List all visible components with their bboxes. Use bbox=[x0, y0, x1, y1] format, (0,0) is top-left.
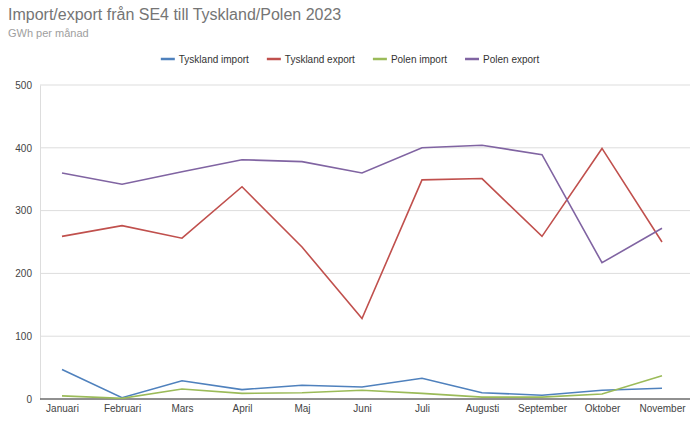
grid-line bbox=[40, 210, 690, 211]
grid-line bbox=[40, 85, 690, 86]
legend-swatch bbox=[267, 58, 281, 61]
x-tick: Juli bbox=[415, 399, 430, 414]
legend-item: Tyskland import bbox=[161, 54, 249, 65]
grid-line bbox=[40, 147, 690, 148]
legend-label: Tyskland export bbox=[285, 54, 355, 65]
subtitle: GWh per månad bbox=[8, 27, 89, 39]
x-tick-label: Februari bbox=[104, 403, 141, 414]
x-tick-label: November bbox=[639, 403, 686, 414]
y-tick-label: 0 bbox=[26, 394, 32, 405]
x-tick: Maj bbox=[294, 399, 310, 414]
legend-item: Polen import bbox=[373, 54, 447, 65]
grid bbox=[40, 85, 690, 399]
x-tick-label: Januari bbox=[46, 403, 79, 414]
y-axis-line bbox=[40, 86, 41, 400]
y-tick-label: 100 bbox=[15, 331, 32, 342]
x-tick-label: Juni bbox=[353, 403, 371, 414]
x-tick-label: April bbox=[232, 403, 252, 414]
legend-swatch bbox=[465, 58, 479, 61]
series-line bbox=[62, 369, 662, 397]
legend-item: Tyskland export bbox=[267, 54, 355, 65]
legend-swatch bbox=[161, 58, 175, 61]
series-line bbox=[62, 145, 662, 262]
x-tick: November bbox=[639, 399, 686, 414]
legend-item: Polen export bbox=[465, 54, 539, 65]
y-tick-label: 200 bbox=[15, 268, 32, 279]
x-tick-label: Juli bbox=[415, 403, 430, 414]
x-tick: Augusti bbox=[466, 399, 499, 414]
series-line bbox=[62, 148, 662, 318]
x-axis-line bbox=[40, 398, 690, 399]
chart: Import/export från SE4 till Tyskland/Pol… bbox=[0, 0, 700, 424]
x-tick-label: Oktober bbox=[585, 403, 621, 414]
y-tick: 200 bbox=[15, 268, 40, 279]
x-axis: Januari Februari Mars April Maj Juni Juli Augus… bbox=[40, 399, 690, 414]
y-axis: 0 100 200 300 400 500 bbox=[15, 80, 40, 405]
legend-label: Polen import bbox=[391, 54, 447, 65]
x-tick-label: Mars bbox=[171, 403, 193, 414]
legend-label: Polen export bbox=[483, 54, 539, 65]
y-tick: 300 bbox=[15, 205, 40, 216]
y-tick-label: 400 bbox=[15, 143, 32, 154]
x-tick: Februari bbox=[104, 399, 141, 414]
grid-line bbox=[40, 399, 690, 400]
y-tick-label: 500 bbox=[15, 80, 32, 91]
x-tick-label: Augusti bbox=[466, 403, 499, 414]
y-tick: 0 bbox=[26, 394, 40, 405]
lines bbox=[62, 145, 662, 398]
legend-label: Tyskland import bbox=[179, 54, 249, 65]
title: Import/export från SE4 till Tyskland/Pol… bbox=[8, 6, 341, 23]
x-tick-label: Maj bbox=[294, 403, 310, 414]
grid-line bbox=[40, 336, 690, 337]
grid-line bbox=[40, 273, 690, 274]
x-tick-label: September bbox=[518, 403, 568, 414]
x-tick: April bbox=[232, 399, 252, 414]
legend: Tyskland import Tyskland export Polen impo… bbox=[161, 54, 540, 65]
x-tick: Juni bbox=[353, 399, 371, 414]
y-tick: 100 bbox=[15, 331, 40, 342]
legend-swatch bbox=[373, 58, 387, 61]
x-tick: Oktober bbox=[585, 399, 621, 414]
series-line bbox=[62, 376, 662, 399]
x-tick: Januari bbox=[46, 399, 79, 414]
x-tick: Mars bbox=[171, 399, 193, 414]
y-tick-label: 300 bbox=[15, 205, 32, 216]
x-tick: September bbox=[518, 399, 568, 414]
y-tick: 400 bbox=[15, 143, 40, 154]
y-tick: 500 bbox=[15, 80, 40, 91]
